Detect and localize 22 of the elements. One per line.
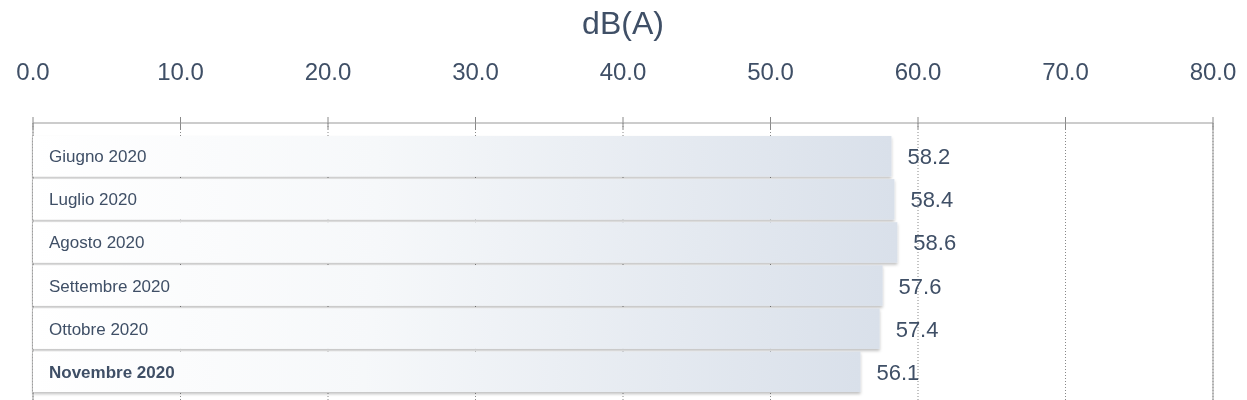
x-tick-label: 30.0 xyxy=(452,58,499,85)
y-tick-label: Settembre 2020 xyxy=(49,276,170,296)
y-tick-label: Luglio 2020 xyxy=(49,190,137,210)
x-tick-label: 20.0 xyxy=(304,58,352,85)
x-tick-label: 80.0 xyxy=(1189,58,1237,85)
x-tick-label: 70.0 xyxy=(1042,58,1089,85)
data-label: 58.6 xyxy=(913,230,957,256)
x-tick-label: 0.0 xyxy=(16,58,50,85)
data-label: 57.4 xyxy=(895,316,939,342)
y-tick-label: Agosto 2020 xyxy=(49,233,145,253)
x-tick-label: 40.0 xyxy=(599,58,647,85)
x-axis-title: dB(A) xyxy=(582,5,664,41)
x-tick-label: 50.0 xyxy=(747,58,794,85)
data-label: 56.1 xyxy=(876,359,920,385)
y-tick-label: Giugno 2020 xyxy=(49,147,147,167)
data-label: 57.6 xyxy=(898,273,942,299)
data-label: 58.2 xyxy=(907,144,951,170)
x-tick-label: 60.0 xyxy=(894,58,942,85)
data-label: 58.4 xyxy=(910,187,954,213)
y-tick-label: Novembre 2020 xyxy=(49,362,175,382)
y-tick-label: Ottobre 2020 xyxy=(49,319,149,339)
x-tick-label: 10.0 xyxy=(157,58,204,85)
